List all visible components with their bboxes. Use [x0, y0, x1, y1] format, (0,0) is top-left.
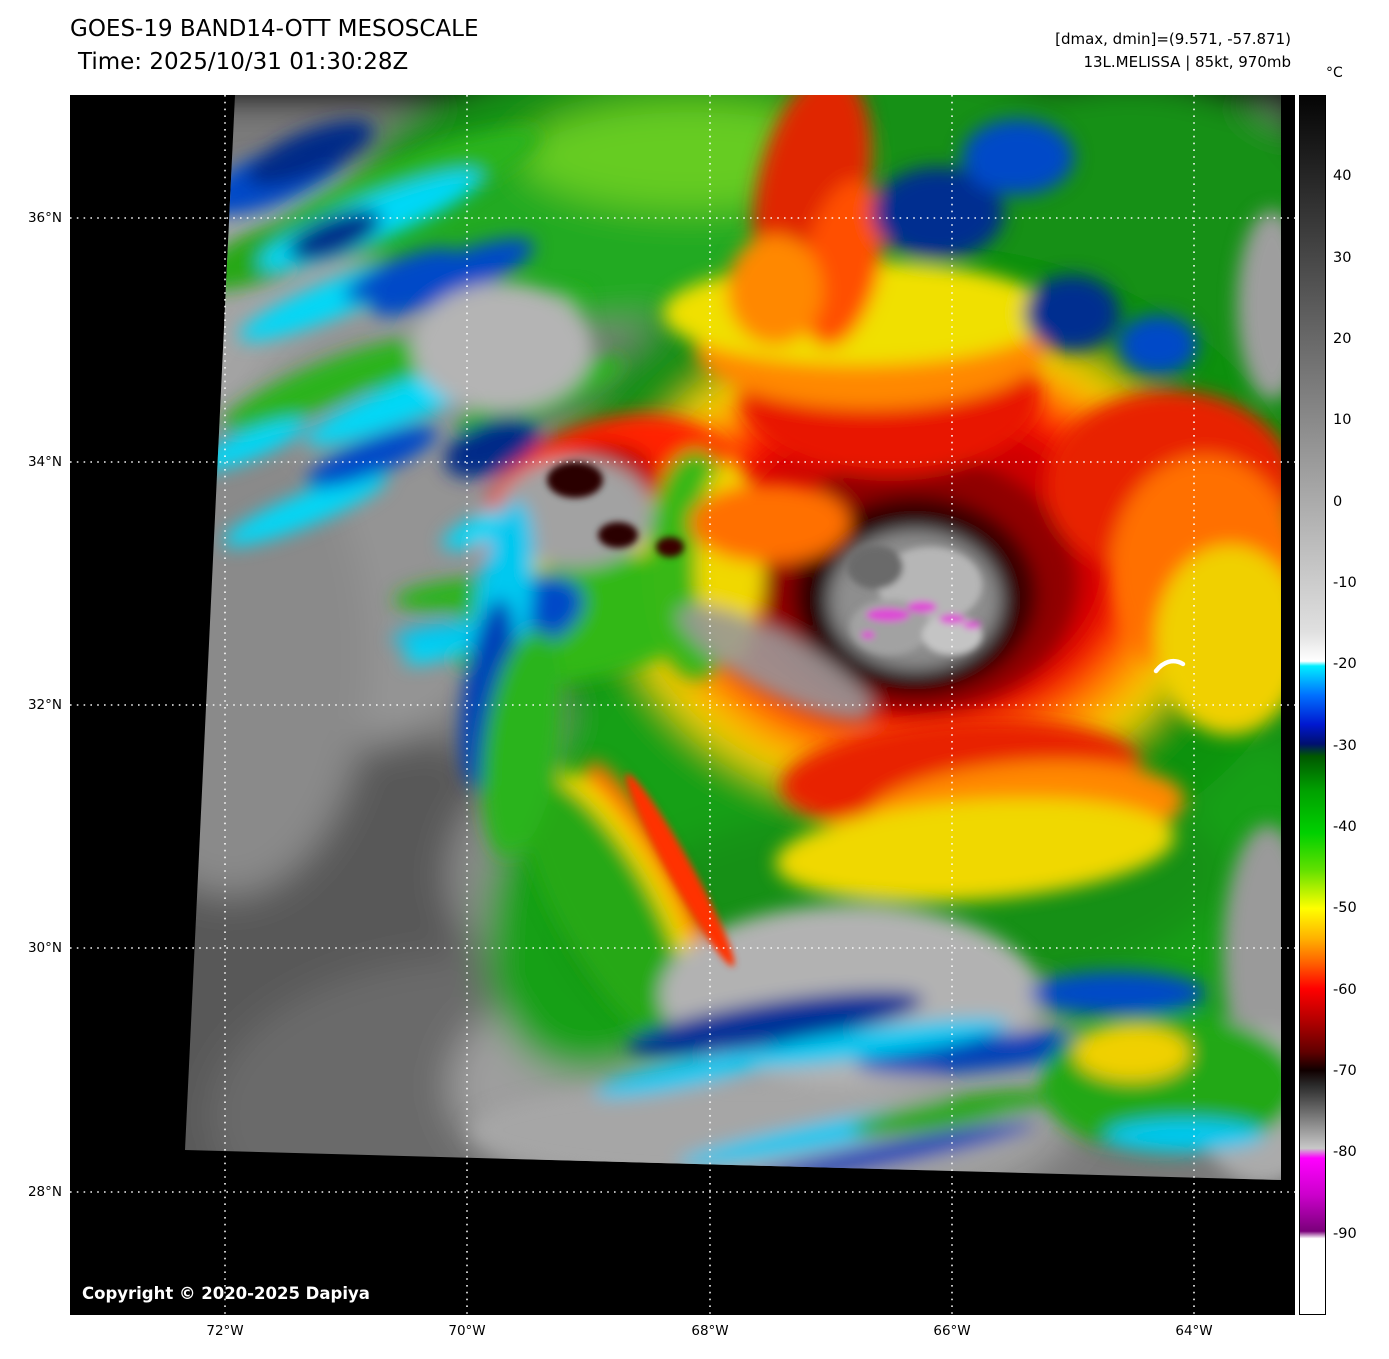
- gridlines: [70, 95, 1295, 1315]
- colorbar-tick-label: -40: [1333, 819, 1357, 835]
- colorbar-tick-label: -60: [1333, 982, 1357, 998]
- storm-info: 13L.MELISSA | 85kt, 970mb: [1083, 53, 1291, 71]
- colorbar-tick-label: -80: [1333, 1144, 1357, 1160]
- colorbar-tick-label: 30: [1333, 250, 1352, 266]
- lat-label: 36°N: [27, 210, 62, 226]
- wind-marker: [1153, 658, 1186, 674]
- colorbar-tick-label: -90: [1333, 1226, 1357, 1242]
- colorbar-tick-label: -50: [1333, 900, 1357, 916]
- colorbar-tick-label: 0: [1333, 494, 1343, 510]
- colorbar-tick-label: -70: [1333, 1063, 1357, 1079]
- temperature-colorbar: [1299, 95, 1326, 1315]
- lon-label: 66°W: [933, 1323, 971, 1339]
- colorbar-tick-label: -30: [1333, 738, 1357, 754]
- colorbar-tick-label: -10: [1333, 575, 1357, 591]
- satellite-scene: [70, 95, 1295, 1315]
- lat-label: 34°N: [27, 454, 62, 470]
- dmax-dmin-readout: [dmax, dmin]=(9.571, -57.871): [1055, 30, 1291, 48]
- data-region: [185, 95, 1281, 1180]
- colorbar-unit-label: °C: [1326, 65, 1343, 81]
- timestamp: Time: 2025/10/31 01:30:28Z: [78, 49, 409, 75]
- page-title: GOES-19 BAND14-OTT MESOSCALE: [70, 16, 479, 42]
- lat-label: 28°N: [27, 1184, 62, 1200]
- lon-label: 68°W: [691, 1323, 729, 1339]
- copyright-notice: Copyright © 2020-2025 Dapiya: [82, 1284, 370, 1303]
- lat-label: 32°N: [27, 697, 62, 713]
- lon-label: 72°W: [206, 1323, 244, 1339]
- colorbar-tick-label: 40: [1333, 168, 1352, 184]
- colorbar-tick-label: -20: [1333, 656, 1357, 672]
- colorbar-tick-label: 20: [1333, 331, 1352, 347]
- colorbar-tick-label: 10: [1333, 412, 1352, 428]
- lon-label: 70°W: [448, 1323, 486, 1339]
- lat-label: 30°N: [27, 940, 62, 956]
- lon-label: 64°W: [1175, 1323, 1213, 1339]
- satellite-image-plot: Copyright © 2020-2025 Dapiya: [70, 95, 1295, 1315]
